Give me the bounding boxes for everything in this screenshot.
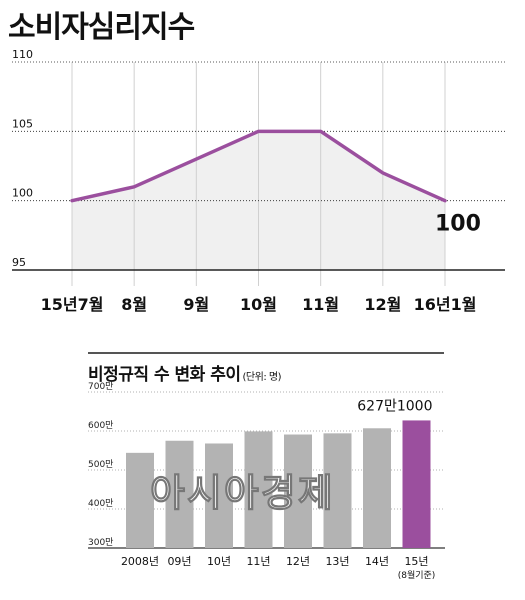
y-tick-label: 600만	[88, 420, 113, 431]
x-tick-label: 16년1월	[414, 295, 477, 314]
y-tick-label: 105	[12, 117, 33, 130]
bar	[323, 433, 352, 548]
x-tick-label: 8월	[121, 295, 147, 314]
watermark: 아시아경제	[150, 471, 335, 516]
bar-chart-title-text: 비정규직 수 변화 추이	[88, 365, 241, 385]
title-rule	[88, 352, 444, 354]
bar	[205, 443, 233, 548]
bar	[126, 452, 154, 548]
x-tick-label: 12년	[286, 555, 310, 568]
series-line	[70, 129, 447, 203]
x-tick-label: 12월	[364, 295, 401, 314]
x-tick-label: 11년	[246, 555, 270, 568]
bar	[165, 440, 194, 548]
bar	[402, 420, 431, 548]
x-tick-label: 10월	[240, 295, 277, 314]
category-note: (8월기준)	[398, 569, 436, 581]
y-tick-label: 95	[12, 256, 26, 269]
x-tick-label: 15년	[404, 555, 428, 568]
data-label-highlight: 627만1000	[357, 398, 432, 414]
x-tick-label: 15년7월	[41, 295, 104, 314]
x-tick-label: 13년	[325, 555, 349, 568]
y-tick-label: 500만	[88, 459, 113, 470]
line-chart: 95 100 105 110 15년7월 8월 9월 10월 11월 12월 16년1월 100	[12, 48, 505, 314]
x-tick-label: 14년	[365, 555, 389, 568]
chart-title: 소비자심리지수	[8, 10, 195, 45]
unit-label: (단위: 명)	[242, 372, 282, 383]
x-tick-label: 09년	[167, 555, 191, 568]
y-tick-label: 700만	[88, 381, 113, 392]
data-label-last: 100	[435, 212, 481, 237]
x-tick-label: 2008년	[121, 555, 159, 568]
y-tick-label: 400만	[88, 498, 113, 509]
bar-chart-title: 비정규직 수 변화 추이 (단위: 명)	[88, 360, 281, 385]
bar	[363, 428, 391, 548]
x-tick-label: 9월	[183, 295, 209, 314]
x-tick-label: 10년	[207, 555, 231, 568]
y-tick-label: 100	[12, 187, 33, 200]
bar	[284, 434, 312, 548]
y-tick-label: 300만	[88, 537, 113, 548]
bar	[244, 431, 273, 548]
x-tick-label: 11월	[302, 295, 339, 314]
y-tick-label: 110	[12, 48, 33, 61]
